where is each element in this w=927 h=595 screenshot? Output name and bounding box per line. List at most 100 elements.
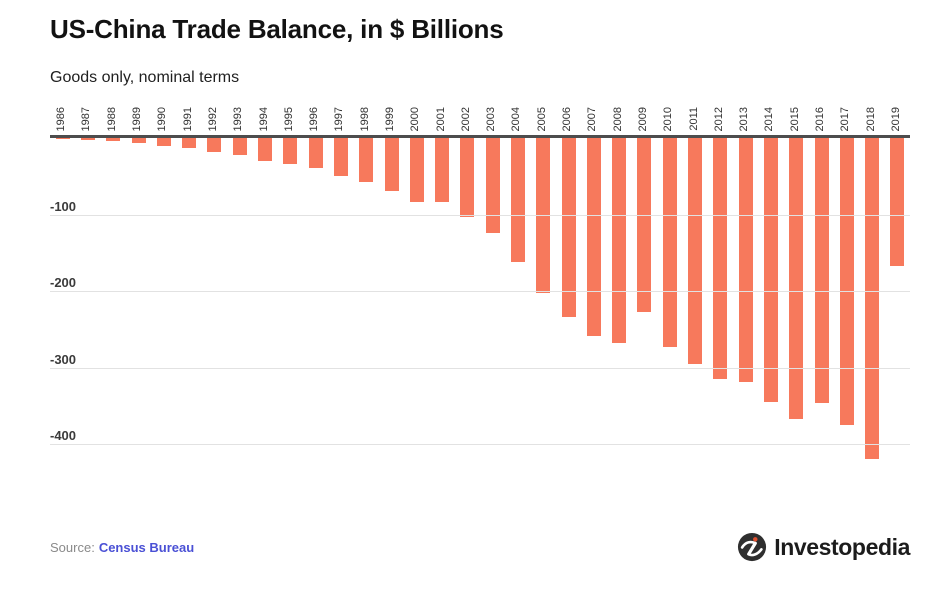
bar-2011 bbox=[688, 138, 703, 364]
bar-col bbox=[885, 138, 910, 266]
x-tick-label-2015: 2015 bbox=[788, 106, 801, 131]
bar-chart: 1986 1987 1988 1989 1990 1991 1992 1993 1994 1995… bbox=[50, 93, 910, 528]
bar-2004 bbox=[510, 138, 525, 262]
x-tick-col: 2002 bbox=[455, 107, 480, 135]
bar-2002 bbox=[460, 138, 475, 217]
bar-col bbox=[151, 138, 176, 146]
x-tick-col: 2006 bbox=[556, 107, 581, 135]
x-tick-col: 2012 bbox=[708, 107, 733, 135]
y-tick-label-200: -200 bbox=[50, 275, 77, 290]
bar-2001 bbox=[435, 138, 450, 202]
x-tick-label-1995: 1995 bbox=[282, 106, 295, 131]
bar-col bbox=[682, 138, 707, 364]
x-tick-label-2008: 2008 bbox=[611, 106, 624, 131]
page-title: US-China Trade Balance, in $ Billions bbox=[50, 14, 504, 44]
bar-col bbox=[50, 138, 75, 139]
bar-col bbox=[505, 138, 530, 262]
bar-2000 bbox=[409, 138, 424, 202]
bar-1994 bbox=[258, 138, 273, 161]
bar-col bbox=[581, 138, 606, 336]
y-tick-label-100: -100 bbox=[50, 199, 77, 214]
bar-col bbox=[328, 138, 353, 176]
x-tick-col: 1990 bbox=[151, 107, 176, 135]
x-tick-label-2018: 2018 bbox=[864, 106, 877, 131]
bar-col bbox=[429, 138, 454, 202]
x-tick-label-2014: 2014 bbox=[763, 106, 776, 131]
x-tick-label-1997: 1997 bbox=[333, 106, 346, 131]
x-tick-label-1999: 1999 bbox=[384, 106, 396, 131]
bar-col bbox=[556, 138, 581, 317]
bar-col bbox=[809, 138, 834, 403]
x-tick-col: 2017 bbox=[834, 107, 859, 135]
bar-1998 bbox=[359, 138, 374, 182]
bar-col bbox=[733, 138, 758, 382]
bar-1990 bbox=[156, 138, 171, 146]
bar-1995 bbox=[283, 138, 298, 164]
x-tick-col: 2015 bbox=[784, 107, 809, 135]
x-tick-label-1988: 1988 bbox=[105, 106, 118, 131]
x-tick-label-1989: 1989 bbox=[131, 106, 144, 131]
x-tick-col: 1996 bbox=[303, 107, 328, 135]
bar-1987 bbox=[80, 138, 95, 140]
bar-col bbox=[101, 138, 126, 141]
x-tick-label-2013: 2013 bbox=[738, 106, 751, 131]
x-tick-col: 1995 bbox=[278, 107, 303, 135]
x-tick-col: 2018 bbox=[860, 107, 885, 135]
source-line: Source: Census Bureau bbox=[50, 540, 194, 555]
x-tick-label-2004: 2004 bbox=[510, 106, 523, 131]
x-tick-col: 1991 bbox=[176, 107, 201, 135]
bar-col bbox=[404, 138, 429, 202]
plot-area: -100 -200 -300 -400 bbox=[50, 135, 910, 528]
x-tick-col: 2011 bbox=[682, 107, 707, 135]
bar-col bbox=[278, 138, 303, 164]
x-tick-col: 1998 bbox=[354, 107, 379, 135]
bar-2010 bbox=[662, 138, 677, 347]
bar-col bbox=[126, 138, 151, 143]
y-tick-label-400: -400 bbox=[50, 428, 77, 443]
bar-col bbox=[480, 138, 505, 233]
x-tick-col: 2003 bbox=[480, 107, 505, 135]
x-tick-label-2003: 2003 bbox=[485, 106, 498, 131]
x-tick-col: 2019 bbox=[885, 107, 910, 135]
x-tick-col: 1999 bbox=[379, 107, 404, 135]
x-tick-label-2017: 2017 bbox=[839, 106, 852, 131]
bar-col bbox=[758, 138, 783, 402]
x-tick-col: 1994 bbox=[252, 107, 277, 135]
x-tick-col: 2010 bbox=[657, 107, 682, 135]
x-tick-col: 2007 bbox=[581, 107, 606, 135]
source-link[interactable]: Census Bureau bbox=[98, 539, 195, 555]
bar-1993 bbox=[232, 138, 247, 155]
gridline-400: -400 bbox=[50, 429, 910, 445]
bar-2006 bbox=[561, 138, 576, 317]
x-tick-label-2002: 2002 bbox=[459, 106, 472, 131]
bar-col bbox=[607, 138, 632, 343]
x-tick-label-2001: 2001 bbox=[434, 106, 447, 131]
bar-2016 bbox=[814, 138, 829, 403]
x-tick-col: 1987 bbox=[75, 107, 100, 135]
bar-2017 bbox=[839, 138, 854, 425]
x-tick-col: 2000 bbox=[404, 107, 429, 135]
x-tick-col: 2014 bbox=[758, 107, 783, 135]
bar-col bbox=[860, 138, 885, 459]
x-tick-label-1998: 1998 bbox=[358, 106, 371, 131]
x-tick-col: 1992 bbox=[202, 107, 227, 135]
bar-2015 bbox=[789, 138, 804, 419]
bar-1997 bbox=[333, 138, 348, 176]
bar-col bbox=[379, 138, 404, 191]
x-tick-label-1986: 1986 bbox=[55, 106, 68, 131]
bar-2009 bbox=[637, 138, 652, 312]
gridline-300: -300 bbox=[50, 353, 910, 369]
bar-1996 bbox=[308, 138, 323, 168]
x-axis-labels: 1986 1987 1988 1989 1990 1991 1992 1993 1994 1995… bbox=[50, 93, 910, 135]
x-tick-label-1993: 1993 bbox=[232, 106, 245, 131]
footer: Source: Census Bureau Investopedia bbox=[50, 531, 910, 563]
bar-1989 bbox=[131, 138, 146, 143]
x-tick-label-2005: 2005 bbox=[535, 106, 548, 131]
bar-2019 bbox=[890, 138, 905, 266]
source-label: Source: bbox=[50, 539, 95, 555]
x-tick-label-1996: 1996 bbox=[308, 106, 321, 131]
bar-1986 bbox=[55, 138, 70, 139]
x-tick-label-1991: 1991 bbox=[181, 106, 194, 131]
x-tick-col: 2005 bbox=[531, 107, 556, 135]
bar-1988 bbox=[106, 138, 121, 141]
